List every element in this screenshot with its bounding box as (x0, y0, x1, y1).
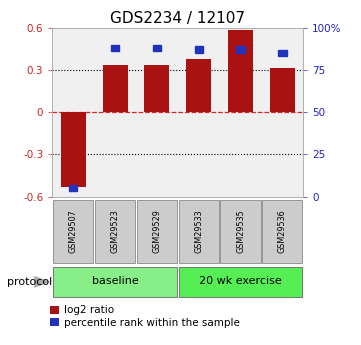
Text: GSM29536: GSM29536 (278, 209, 287, 253)
Bar (195, 47, 203, 53)
Bar (236, 47, 245, 53)
Bar (137, 200, 177, 263)
Bar (228, 30, 253, 112)
Text: GSM29523: GSM29523 (110, 209, 119, 253)
Polygon shape (34, 276, 51, 288)
Bar (262, 200, 303, 263)
Bar (69, 185, 77, 191)
Bar (144, 65, 169, 112)
Bar (95, 200, 135, 263)
Bar (221, 200, 261, 263)
Bar (278, 50, 287, 56)
Text: GSM29529: GSM29529 (152, 209, 161, 253)
Text: baseline: baseline (92, 276, 139, 286)
Bar (153, 45, 161, 51)
Text: GSM29535: GSM29535 (236, 209, 245, 253)
Text: GSM29507: GSM29507 (69, 209, 78, 253)
Bar (53, 200, 93, 263)
Bar (186, 59, 211, 112)
Bar (61, 112, 86, 187)
Text: 20 wk exercise: 20 wk exercise (199, 276, 282, 286)
Bar (111, 45, 119, 51)
Bar (270, 68, 295, 112)
Bar (103, 65, 128, 112)
Title: GDS2234 / 12107: GDS2234 / 12107 (110, 11, 245, 27)
Legend: log2 ratio, percentile rank within the sample: log2 ratio, percentile rank within the s… (50, 305, 240, 328)
Bar (179, 267, 303, 297)
Bar (179, 200, 219, 263)
Text: protocol: protocol (7, 277, 52, 287)
Bar (53, 267, 177, 297)
Text: GSM29533: GSM29533 (194, 209, 203, 253)
